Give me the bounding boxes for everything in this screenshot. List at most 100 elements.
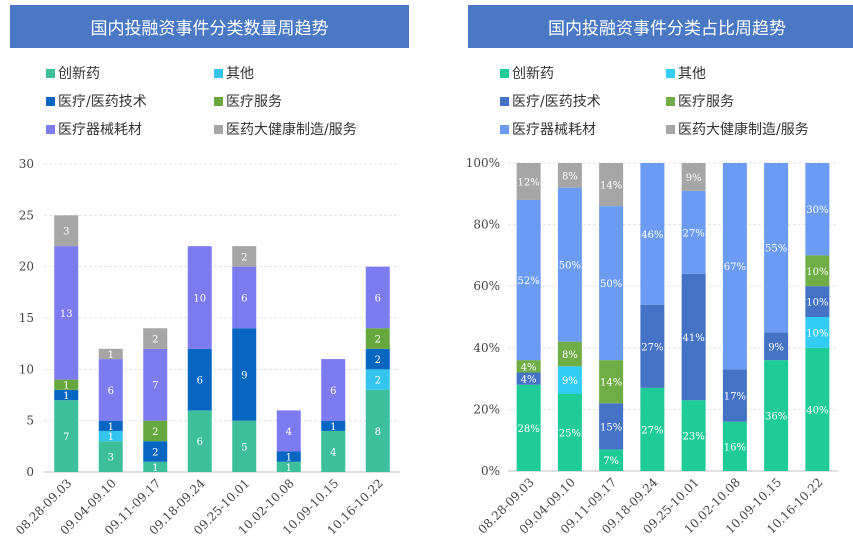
bar-value-label: 52% [518,276,540,287]
bar-segment [232,328,257,421]
bar-value-label: 36% [765,412,787,423]
y-tick-label: 5 [26,414,34,428]
y-tick-label: 20% [473,402,500,416]
legend-label: 医疗器械耗材 [58,122,142,138]
bar-segment [54,400,79,472]
bar-value-label: 1 [63,381,69,392]
y-tick-label: 15 [19,311,34,325]
bar-segment [640,387,665,471]
bar-value-label: 2 [375,335,381,346]
bar-value-label: 6 [241,293,247,304]
legend-swatch [214,96,223,106]
y-tick-label: 100% [466,156,500,170]
bar-value-label: 13 [60,309,73,320]
bar-value-label: 8 [375,427,381,438]
bar-segment [599,163,624,207]
legend-item: 医疗器械耗材 [500,119,596,139]
legend-swatch [666,124,675,134]
bar-segment [764,332,789,361]
bar-segment [557,366,582,394]
bar-value-label: 9 [241,370,247,381]
legend-label: 医药大健康制造/服务 [226,122,357,138]
bar-segment [557,187,582,342]
bar-segment [722,163,747,370]
bar-segment [365,266,390,329]
bar-segment [805,255,830,287]
bar-segment [516,384,541,471]
bar-value-label: 28% [518,424,540,435]
y-tick-label: 20 [19,260,34,274]
bar-value-label: 17% [724,392,746,403]
bar-segment [365,369,390,390]
legend-label: 医疗/医药技术 [512,94,601,110]
bar-segment [722,421,747,471]
share-chart-legend: 创新药 其他 医疗/医药技术 医疗服务 医疗器械耗材 医药大健康制造/服务 [500,63,853,147]
share-chart-svg: 0%20%40%60%80%100%28%4%4%52%12%08.28-09.… [466,156,838,537]
bar-value-label: 50% [559,261,581,272]
bar-segment [54,379,79,390]
bar-value-label: 25% [559,429,581,440]
bar-segment [232,420,257,472]
bar-segment [805,317,830,348]
bar-segment [599,449,624,471]
bar-value-label: 8% [562,171,578,182]
bar-segment [276,461,301,472]
y-tick-label: 0% [481,464,500,478]
bar-value-label: 1 [286,463,292,474]
bar-segment [187,348,212,411]
bar-value-label: 55% [765,244,787,255]
bar-value-label: 1 [108,432,114,443]
bar-value-label: 27% [641,425,663,436]
legend-label: 医药大健康制造/服务 [678,122,809,138]
legend-swatch [214,68,223,78]
legend-item: 其他 [214,63,254,83]
legend-item: 创新药 [46,63,100,83]
bar-segment [640,304,665,388]
bar-value-label: 6 [375,293,381,304]
bar-value-label: 27% [641,342,663,353]
bar-value-label: 1 [152,463,158,474]
bar-segment [321,430,346,472]
y-tick-label: 0 [26,465,34,479]
bar-value-label: 14% [600,378,622,389]
bar-segment [640,163,665,305]
legend-item: 创新药 [500,63,554,83]
bar-value-label: 4% [521,375,537,386]
bar-value-label: 8% [562,350,578,361]
bar-segment [365,348,390,370]
bar-value-label: 7 [63,432,69,443]
bar-segment [54,389,79,401]
bar-value-label: 10% [806,298,828,309]
legend-swatch [666,96,675,106]
bar-value-label: 4 [286,427,292,438]
bar-segment [516,372,541,385]
bar-segment [516,199,541,361]
legend-swatch [214,124,223,134]
legend-label: 创新药 [512,66,554,82]
bar-segment [805,347,830,471]
bar-value-label: 4% [521,362,537,373]
bar-segment [764,163,789,333]
bar-segment [321,359,346,421]
bar-value-label: 23% [683,432,705,443]
bar-value-label: 1 [286,453,292,464]
bar-segment [516,360,541,373]
legend-item: 医疗服务 [214,91,282,111]
legend-swatch [500,124,509,134]
y-tick-label: 60% [473,279,500,293]
bar-value-label: 67% [724,262,746,273]
bar-segment [805,286,830,317]
legend-label: 其他 [226,66,254,82]
bar-value-label: 7% [603,456,619,467]
bar-value-label: 2 [375,355,381,366]
bar-value-label: 14% [600,181,622,192]
share-chart-panel: 国内投融资事件分类占比周趋势 创新药 其他 医疗/医药技术 医疗服务 医疗器械耗材 医药大… [430,0,853,549]
bar-value-label: 10% [806,328,828,339]
bar-value-label: 10% [806,267,828,278]
legend-swatch [500,68,509,78]
legend-label: 创新药 [58,66,100,82]
bar-segment [681,400,706,471]
bar-value-label: 1 [63,391,69,402]
bar-segment [599,206,624,361]
bar-value-label: 16% [724,442,746,453]
